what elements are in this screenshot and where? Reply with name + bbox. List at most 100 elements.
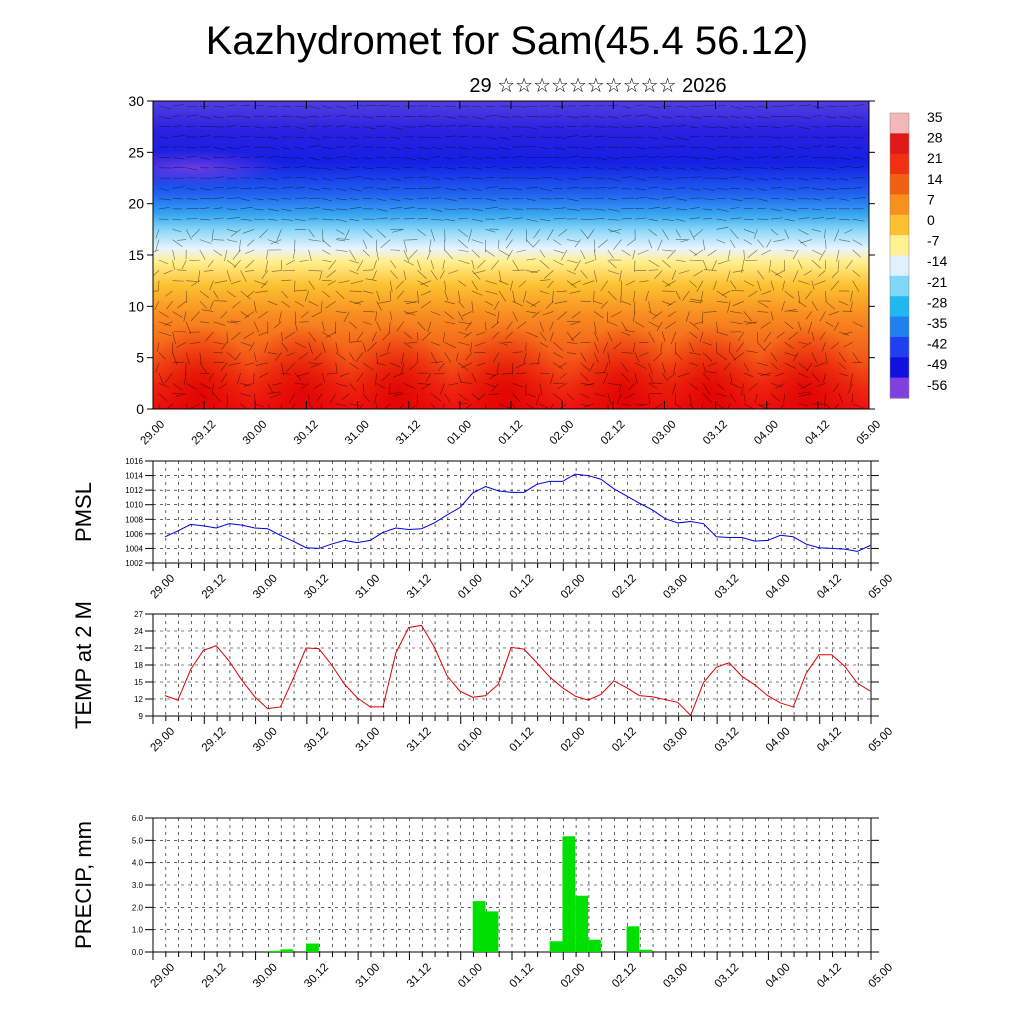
- section-ytick-label: 30: [128, 93, 144, 109]
- temp-ytick-label: 15: [134, 678, 143, 687]
- colorbar-swatch: [890, 357, 909, 378]
- colorbar-swatch: [890, 154, 909, 175]
- temp-ytick-label: 12: [134, 695, 143, 704]
- temp-xtick-label: 31.00: [354, 725, 383, 754]
- pmsl-ytick-label: 1008: [125, 515, 143, 524]
- section-xtick-label: 29.00: [138, 418, 167, 447]
- precip-xtick-label: 29.12: [200, 961, 229, 990]
- section-ytick-label: 25: [128, 144, 144, 160]
- pmsl-xtick-label: 02.12: [610, 572, 639, 601]
- temp-xtick-label: 01.12: [507, 725, 536, 754]
- colorbar-swatch: [890, 174, 909, 195]
- precip-xtick-label: 02.12: [610, 961, 639, 990]
- precip-xtick-label: 30.12: [302, 961, 331, 990]
- precip-xtick-label: 05.00: [866, 961, 895, 990]
- precip-bar: [550, 941, 563, 952]
- colorbar-label: 14: [927, 171, 943, 187]
- pmsl-xtick-label: 01.00: [456, 572, 485, 601]
- pmsl-panel: 10021004100610081010101210141016PMSL29.0…: [71, 457, 895, 601]
- section-xtick-label: 31.12: [394, 418, 423, 447]
- colorbar-label: 35: [927, 109, 943, 125]
- section-xtick-label: 02.00: [548, 418, 577, 447]
- precip-ytick-label: 0.0: [132, 948, 144, 957]
- temp-xtick-label: 01.00: [456, 725, 485, 754]
- temp-series-line: [165, 625, 870, 715]
- colorbar-swatch: [890, 317, 909, 338]
- colorbar-label: -49: [927, 356, 947, 372]
- precip-ytick-label: 3.0: [132, 881, 144, 890]
- section-xtick-label: 31.00: [343, 418, 372, 447]
- pmsl-xtick-label: 31.12: [405, 572, 434, 601]
- colorbar-label: -28: [927, 294, 947, 310]
- temp-xtick-label: 05.00: [866, 725, 895, 754]
- precip-xtick-label: 30.00: [251, 961, 280, 990]
- colorbar-label: 28: [927, 130, 943, 146]
- colorbar-label: -42: [927, 336, 947, 352]
- pmsl-xtick-label: 03.00: [661, 572, 690, 601]
- precip-ytick-label: 1.0: [132, 926, 144, 935]
- pmsl-xtick-label: 29.00: [148, 572, 177, 601]
- precip-bar: [268, 951, 281, 952]
- temp-ylabel: TEMP at 2 M: [71, 601, 96, 729]
- temp-ytick-label: 18: [134, 661, 143, 670]
- precip-xtick-label: 04.00: [764, 961, 793, 990]
- temp-xtick-label: 04.12: [815, 725, 844, 754]
- precip-bar: [280, 949, 293, 952]
- temp-ytick-label: 24: [134, 627, 143, 636]
- temp-xtick-label: 03.12: [713, 725, 742, 754]
- colorbar-swatch: [890, 194, 909, 215]
- section-xtick-label: 02.12: [599, 418, 628, 447]
- pmsl-xtick-label: 30.12: [302, 572, 331, 601]
- section-xtick-label: 01.00: [445, 418, 474, 447]
- precip-ytick-label: 2.0: [132, 903, 144, 912]
- pmsl-ytick-label: 1016: [125, 457, 143, 466]
- precip-bar: [588, 940, 601, 952]
- pmsl-ytick-label: 1006: [125, 530, 143, 539]
- colorbar-label: -56: [927, 377, 947, 393]
- colorbar-swatch: [890, 133, 909, 154]
- precip-ytick-label: 6.0: [132, 814, 144, 823]
- temp-xtick-label: 03.00: [661, 725, 690, 754]
- precip-xtick-label: 01.12: [507, 961, 536, 990]
- section-xtick-label: 30.00: [241, 418, 270, 447]
- temp-xtick-label: 30.00: [251, 725, 280, 754]
- section-ytick-label: 10: [128, 298, 144, 314]
- pmsl-xtick-label: 02.00: [559, 572, 588, 601]
- section-ytick-label: 20: [128, 196, 144, 212]
- precip-bar: [306, 944, 319, 952]
- colorbar-label: 0: [927, 212, 935, 228]
- colorbar-label: 7: [927, 191, 935, 207]
- section-xtick-label: 30.12: [292, 418, 321, 447]
- pmsl-xtick-label: 31.00: [354, 572, 383, 601]
- temp-xtick-label: 29.12: [200, 725, 229, 754]
- section-ytick-label: 5: [136, 350, 144, 366]
- colorbar-swatch: [890, 113, 909, 134]
- colorbar-swatch: [890, 378, 909, 399]
- precip-xtick-label: 01.00: [456, 961, 485, 990]
- colorbar-swatch: [890, 337, 909, 358]
- pmsl-xtick-label: 04.00: [764, 572, 793, 601]
- temp-xtick-label: 31.12: [405, 725, 434, 754]
- pmsl-ytick-label: 1004: [125, 544, 143, 553]
- section-xtick-label: 03.00: [650, 418, 679, 447]
- colorbar-label: 21: [927, 150, 943, 166]
- temp-ytick-label: 27: [134, 610, 143, 619]
- temp-xtick-label: 04.00: [764, 725, 793, 754]
- temp-xtick-label: 02.12: [610, 725, 639, 754]
- temp-ytick-label: 21: [134, 644, 143, 653]
- precip-ylabel: PRECIP, mm: [71, 821, 96, 949]
- chart-subtitle: 29 ☆☆☆☆☆☆☆☆☆☆ 2026: [469, 75, 726, 97]
- colorbar-label: -35: [927, 315, 947, 331]
- section-xtick-label: 29.12: [190, 418, 219, 447]
- precip-xtick-label: 03.12: [713, 961, 742, 990]
- pmsl-xtick-label: 03.12: [713, 572, 742, 601]
- precip-bar: [639, 950, 652, 952]
- colorbar-swatch: [890, 276, 909, 297]
- pmsl-xtick-label: 04.12: [815, 572, 844, 601]
- precip-xtick-label: 29.00: [148, 961, 177, 990]
